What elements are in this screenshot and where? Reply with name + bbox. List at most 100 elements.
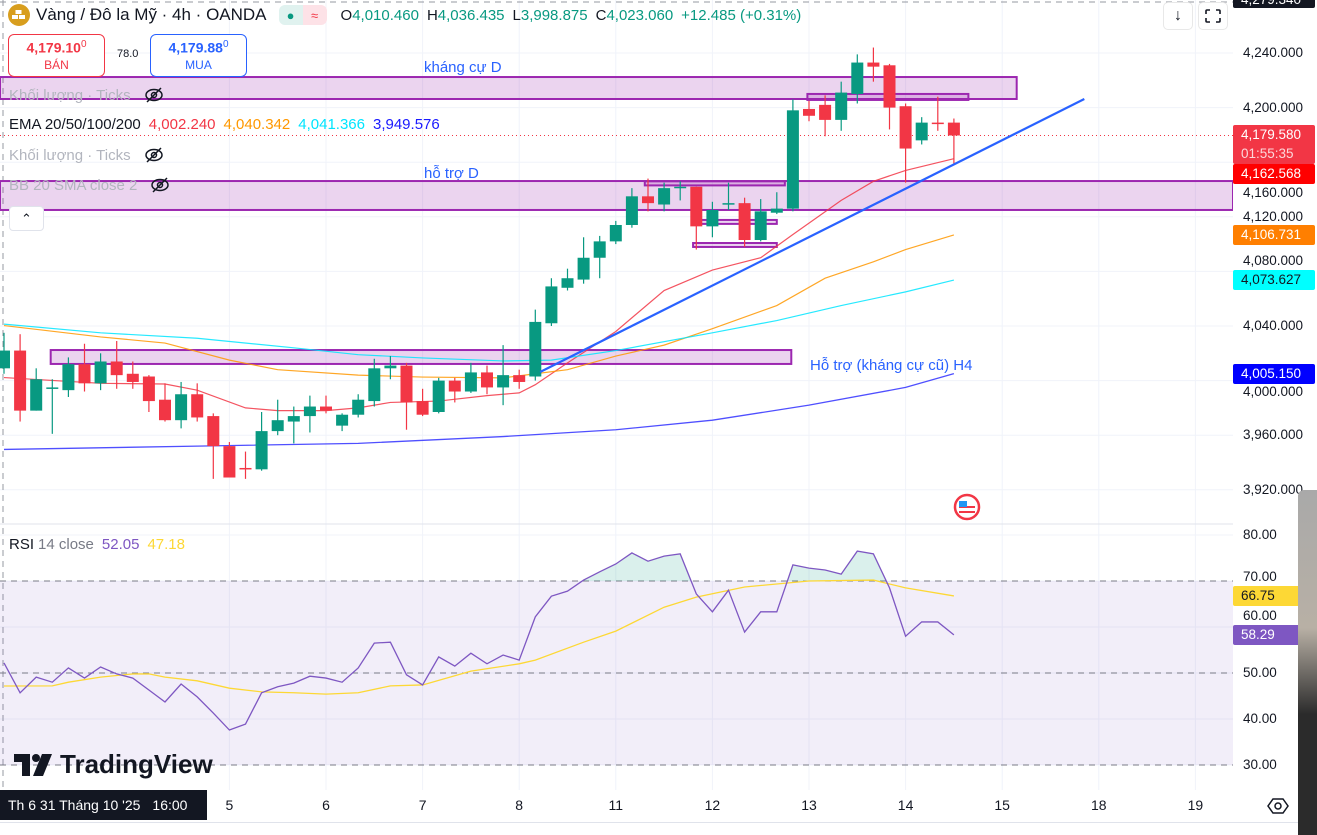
price-tick-label: 4,160.000	[1243, 185, 1304, 201]
time-axis[interactable]	[0, 790, 1317, 823]
price-tag-value: 4,179.580	[1241, 127, 1302, 143]
price-tag: 4,179.580 01:55:35	[1233, 125, 1315, 165]
candle	[545, 278, 558, 327]
eye-off-icon[interactable]	[143, 146, 165, 164]
candle	[481, 365, 493, 395]
rsi-tag: 58.29	[1233, 624, 1315, 645]
spread-value: 78.0	[117, 48, 139, 60]
price-tick-label: 4,040.000	[1243, 318, 1304, 333]
rsi-tick-label: 40.00	[1243, 711, 1277, 726]
scroll-to-latest-button[interactable]: ↓	[1163, 2, 1193, 30]
candle-body	[481, 372, 493, 388]
candle	[271, 399, 284, 436]
zone-1	[0, 180, 1233, 211]
candle-body	[658, 188, 671, 205]
chart-settings-button[interactable]	[1266, 794, 1290, 818]
candle	[62, 357, 75, 397]
market-open-dot-icon[interactable]: ●	[278, 5, 303, 25]
tradingview-watermark: TradingView	[14, 749, 213, 780]
time-tick-label: 12	[704, 797, 721, 813]
candle	[0, 332, 10, 374]
eye-off-icon[interactable]	[149, 176, 171, 194]
time-tick-label: 7	[418, 797, 427, 813]
high-value: 4,036.435	[437, 6, 505, 24]
collapse-legend-button[interactable]: ⌃	[9, 206, 44, 231]
candle	[30, 368, 43, 411]
price-tag: 4,162.568	[1233, 164, 1315, 185]
candle-body	[561, 278, 574, 288]
candle-body	[931, 122, 944, 125]
candle-body	[126, 373, 139, 382]
legend-volume-1-label: Khối lượng · Ticks	[9, 86, 131, 104]
zone-2	[49, 349, 793, 365]
candle-body	[78, 364, 91, 384]
candle	[432, 377, 445, 414]
chart-canvas[interactable]: kháng cự D hỗ trợ D Hỗ trợ (kháng cự cũ) H…	[0, 0, 1233, 790]
us-flag-icon	[953, 493, 981, 521]
eye-off-icon[interactable]	[143, 86, 165, 104]
time-tick-label: 6	[322, 797, 330, 813]
crosshair-time: 16:00	[152, 797, 188, 813]
ema200-value: 3,949.576	[372, 116, 440, 133]
candle	[287, 406, 300, 444]
legend-bb[interactable]: BB 20 SMA close 2	[9, 176, 171, 194]
candle-body	[738, 203, 751, 241]
legend-ema[interactable]: EMA 20/50/100/200 4,002.240 4,040.342 4,…	[9, 116, 440, 133]
rsi-tick-label: 80.00	[1243, 527, 1277, 542]
open-value: 4,010.460	[352, 6, 419, 24]
candle	[722, 182, 735, 210]
candle-body	[448, 380, 461, 392]
symbol-title[interactable]: Vàng / Đô la Mỹ · 4h · OANDA	[36, 5, 267, 24]
candle-body	[722, 203, 735, 205]
price-tick-label: 4,240.000	[1243, 45, 1304, 60]
sell-label: BÁN	[44, 57, 69, 72]
zone-6	[692, 242, 778, 248]
market-status-badges[interactable]: ● ≈	[278, 5, 327, 25]
legend-rsi[interactable]: RSI 14 close 52.05 47.18	[9, 536, 185, 553]
sell-button[interactable]: 4,179.100 BÁN	[8, 34, 105, 77]
time-tick-label: 13	[801, 797, 817, 813]
candle	[674, 181, 687, 201]
buy-label: MUA	[185, 57, 212, 72]
candle	[110, 341, 123, 389]
candle	[899, 103, 912, 183]
candle-body	[674, 186, 687, 189]
zone-label: kháng cự D	[424, 59, 502, 76]
candle-body	[786, 110, 799, 209]
candle-body	[770, 208, 783, 213]
rsi-value: 52.05	[101, 536, 140, 553]
candle	[609, 220, 622, 245]
zone-label: hỗ trợ D	[424, 165, 479, 182]
rsi-tick-label: 70.00	[1243, 569, 1277, 584]
candle	[835, 81, 848, 131]
candle-body	[110, 361, 123, 376]
candle	[529, 309, 542, 381]
candle-body	[819, 104, 832, 120]
candle-body	[303, 406, 316, 417]
rsi-tick-label: 50.00	[1243, 665, 1277, 680]
delay-wave-icon[interactable]: ≈	[302, 5, 327, 25]
candle	[513, 369, 526, 389]
candle	[207, 413, 220, 479]
rsi-label: RSI	[9, 536, 35, 553]
candle	[625, 188, 638, 228]
legend-volume-2[interactable]: Khối lượng · Ticks	[9, 146, 165, 164]
price-tick-label: 4,200.000	[1243, 99, 1304, 115]
candle-body	[464, 372, 477, 392]
time-tick-label: 11	[608, 797, 624, 813]
candle-body	[577, 257, 590, 280]
candle-body	[609, 224, 622, 242]
legend-volume-1[interactable]: Khối lượng · Ticks	[9, 86, 165, 104]
candle-body	[497, 375, 510, 388]
candle	[561, 268, 574, 291]
gear-icon	[1267, 798, 1289, 814]
fullscreen-button[interactable]	[1198, 2, 1228, 30]
candle	[78, 343, 91, 392]
price-tag-value: 4,073.627	[1241, 272, 1302, 288]
chevron-up-icon: ⌃	[21, 210, 32, 226]
legend-bb-label: BB 20 SMA close 2	[9, 176, 138, 194]
candle	[142, 375, 155, 412]
buy-button[interactable]: 4,179.880 MUA	[150, 34, 247, 77]
price-tick-label: 3,960.000	[1243, 427, 1304, 443]
rsi-tick-label: 60.00	[1243, 608, 1277, 623]
